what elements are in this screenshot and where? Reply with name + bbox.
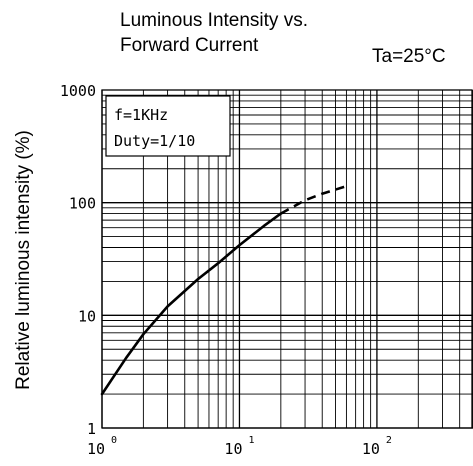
x-tick-label: 10 [362,440,380,458]
x-tick-exponent: 1 [248,435,254,446]
annotation-duty: Duty=1/10 [114,132,195,150]
chart-title-line2: Forward Current [120,35,259,56]
series-line-dashed [280,184,347,215]
series-line-solid [100,212,283,396]
y-tick-label: 10 [78,307,96,325]
series-layer [100,184,347,396]
annotation-box: f=1KHz Duty=1/10 [105,95,231,157]
x-tick-exponent: 0 [111,435,117,446]
annotation-rect [105,95,231,157]
chart-title-line1: Luminous Intensity vs. [120,10,308,31]
y-tick-label: 1 [87,420,96,438]
x-tick-exponent: 2 [386,435,392,446]
annotation-frequency: f=1KHz [114,106,168,124]
chart-title: Luminous Intensity vs. Forward Current [120,8,380,58]
temperature-condition: Ta=25°C [372,46,446,67]
y-tick-label: 100 [69,195,96,213]
y-tick-label: 1000 [60,82,96,100]
x-tick-label: 10 [87,440,105,458]
x-tick-label: 10 [224,440,242,458]
plot-frame [101,89,473,429]
